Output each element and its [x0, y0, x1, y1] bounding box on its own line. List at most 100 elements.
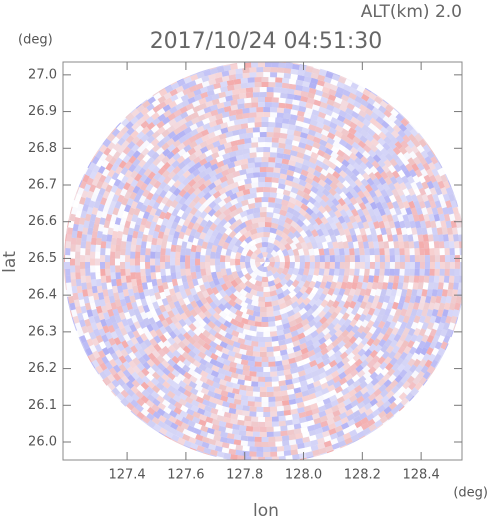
radar-cell	[383, 308, 392, 317]
radar-cell	[195, 299, 204, 308]
radar-cell	[271, 177, 279, 184]
radar-cell	[414, 382, 423, 391]
radar-cell	[235, 264, 242, 273]
radar-cell	[200, 262, 206, 269]
radar-cell	[254, 356, 262, 362]
radar-cell	[279, 344, 288, 351]
radar-cell	[263, 191, 271, 198]
radar-cell	[375, 214, 383, 223]
radar-cell	[455, 317, 459, 325]
radar-cell	[64, 248, 66, 255]
radar-cell	[261, 321, 269, 327]
radar-cell	[423, 275, 430, 283]
radar-cell	[171, 278, 178, 287]
radar-cell	[233, 290, 242, 299]
radar-cell	[105, 268, 111, 276]
radar-cell	[356, 401, 366, 410]
radar-cell	[428, 275, 435, 283]
radar-cell	[424, 315, 432, 324]
radar-cell	[431, 347, 440, 356]
radar-cell	[236, 245, 245, 254]
radar-cell	[181, 177, 191, 186]
radar-cell	[288, 393, 297, 400]
radar-cell	[425, 220, 432, 229]
radar-cell	[196, 290, 205, 299]
radar-cell	[433, 213, 441, 222]
radar-cell	[371, 234, 379, 242]
radar-cell	[165, 268, 171, 276]
y-tick-label: 26.0	[28, 435, 57, 450]
radar-cell	[308, 387, 317, 395]
radar-cell	[86, 177, 94, 186]
radar-cell	[199, 210, 208, 219]
radar-cell	[348, 227, 356, 236]
radar-cell	[254, 441, 262, 447]
radar-cell	[343, 398, 352, 406]
radar-cell	[136, 336, 144, 345]
radar-cell	[428, 213, 435, 222]
radar-cell	[150, 272, 157, 280]
radar-cell	[149, 338, 158, 347]
radar-cell	[138, 291, 146, 300]
radar-cell	[265, 259, 270, 262]
radar-cell	[202, 68, 210, 72]
radar-cell	[192, 156, 202, 165]
radar-cell	[224, 288, 233, 297]
radar-cell	[273, 255, 281, 262]
radar-cell	[308, 217, 317, 226]
radar-cell	[276, 152, 285, 159]
radar-cell	[333, 165, 343, 174]
radar-cell	[143, 338, 152, 348]
radar-cell	[311, 229, 319, 238]
radar-cell	[234, 276, 243, 285]
radar-cell	[261, 442, 269, 448]
radar-cell	[445, 200, 452, 209]
radar-cell	[285, 379, 293, 386]
radar-cell	[265, 102, 272, 108]
radar-cell	[99, 362, 108, 371]
radar-cell	[341, 203, 350, 212]
radar-cell	[379, 248, 385, 256]
radar-cell	[261, 437, 269, 443]
radar-cell	[308, 354, 317, 363]
radar-cell	[419, 262, 425, 269]
radar-cell	[291, 279, 300, 288]
radar-cell	[268, 436, 276, 442]
radar-cell	[203, 410, 212, 418]
radar-cell	[306, 314, 315, 323]
radar-cell	[317, 437, 325, 445]
radar-cell	[358, 202, 367, 211]
radar-cell	[364, 227, 372, 236]
radar-cell	[154, 208, 163, 217]
radar-cell	[259, 426, 267, 433]
radar-cell	[136, 278, 143, 287]
radar-cell	[90, 265, 96, 273]
radar-cell	[288, 225, 297, 234]
radar-cell	[247, 157, 255, 164]
radar-cell	[305, 286, 313, 295]
radar-cell	[147, 214, 155, 223]
radar-cell	[228, 311, 237, 320]
radar-cell	[208, 78, 217, 86]
radar-cell	[208, 328, 217, 337]
radar-cell	[281, 123, 290, 130]
radar-cell	[239, 210, 248, 218]
radar-cell	[218, 91, 227, 99]
radar-cell	[245, 345, 254, 352]
radar-cell	[311, 309, 320, 318]
radar-cell	[172, 376, 182, 385]
radar-cell	[274, 282, 283, 290]
radar-cell	[71, 230, 78, 239]
radar-cell	[426, 180, 435, 190]
radar-cell	[187, 147, 197, 156]
radar-cell	[249, 271, 258, 280]
radar-cell	[267, 275, 275, 282]
radar-cell	[227, 166, 236, 174]
radar-cell	[292, 418, 300, 425]
radar-cell	[406, 227, 413, 236]
radar-cell	[226, 120, 235, 127]
radar-cell	[311, 335, 320, 344]
radar-cell	[154, 307, 163, 316]
radar-cell	[258, 137, 265, 143]
radar-cell	[130, 410, 137, 416]
